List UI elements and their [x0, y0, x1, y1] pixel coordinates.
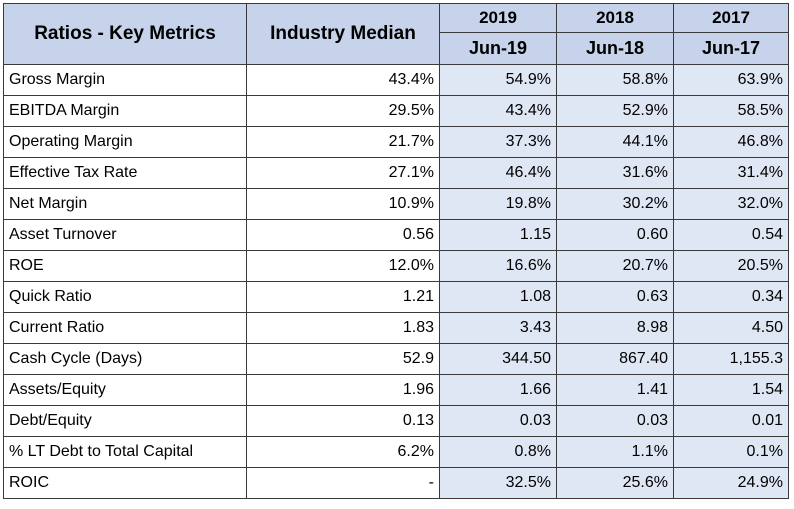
- industry-median-value: -: [246, 467, 440, 499]
- table-row: Quick Ratio 1.21 1.08 0.63 0.34: [3, 281, 789, 313]
- metric-label: EBITDA Margin: [3, 95, 247, 127]
- value-2019: 344.50: [439, 343, 557, 375]
- table-row: Net Margin 10.9% 19.8% 30.2% 32.0%: [3, 188, 789, 220]
- value-2019: 19.8%: [439, 188, 557, 220]
- industry-median-value: 21.7%: [246, 126, 440, 158]
- value-2017: 20.5%: [673, 250, 789, 282]
- year-header-2017: 2017: [673, 3, 789, 33]
- period-header-jun-18: Jun-18: [556, 32, 674, 65]
- industry-median-column-header: Industry Median: [246, 3, 440, 65]
- industry-median-value: 1.21: [246, 281, 440, 313]
- value-2017: 31.4%: [673, 157, 789, 189]
- table-row: Debt/Equity 0.13 0.03 0.03 0.01: [3, 405, 789, 437]
- industry-median-value: 27.1%: [246, 157, 440, 189]
- metric-label: Debt/Equity: [3, 405, 247, 437]
- table-row: Operating Margin 21.7% 37.3% 44.1% 46.8%: [3, 126, 789, 158]
- value-2019: 54.9%: [439, 64, 557, 96]
- period-header-jun-19: Jun-19: [439, 32, 557, 65]
- value-2018: 31.6%: [556, 157, 674, 189]
- value-2018: 58.8%: [556, 64, 674, 96]
- metric-label: Operating Margin: [3, 126, 247, 158]
- value-2018: 1.41: [556, 374, 674, 406]
- industry-median-value: 1.96: [246, 374, 440, 406]
- table-row: Gross Margin 43.4% 54.9% 58.8% 63.9%: [3, 64, 789, 96]
- header-row-years: Ratios - Key Metrics Industry Median 201…: [3, 3, 789, 65]
- value-2019: 32.5%: [439, 467, 557, 499]
- period-header-jun-17: Jun-17: [673, 32, 789, 65]
- table-row: ROIC -32.5% 25.6% 24.9%: [3, 467, 789, 499]
- metric-label: % LT Debt to Total Capital: [3, 436, 247, 468]
- table-row: Effective Tax Rate 27.1% 46.4% 31.6% 31.4%: [3, 157, 789, 189]
- value-2018: 0.60: [556, 219, 674, 251]
- value-2018: 20.7%: [556, 250, 674, 282]
- value-2018: 30.2%: [556, 188, 674, 220]
- industry-median-value: 10.9%: [246, 188, 440, 220]
- value-2017: 63.9%: [673, 64, 789, 96]
- value-2019: 46.4%: [439, 157, 557, 189]
- metrics-column-header: Ratios - Key Metrics: [3, 3, 247, 65]
- value-2017: 24.9%: [673, 467, 789, 499]
- value-2019: 0.8%: [439, 436, 557, 468]
- value-2017: 1.54: [673, 374, 789, 406]
- industry-median-value: 6.2%: [246, 436, 440, 468]
- value-2017: 0.34: [673, 281, 789, 313]
- value-2019: 0.03: [439, 405, 557, 437]
- metric-label: Net Margin: [3, 188, 247, 220]
- industry-median-value: 43.4%: [246, 64, 440, 96]
- metric-label: Quick Ratio: [3, 281, 247, 313]
- value-2018: 44.1%: [556, 126, 674, 158]
- value-2019: 3.43: [439, 312, 557, 344]
- value-2019: 1.66: [439, 374, 557, 406]
- value-2018: 0.03: [556, 405, 674, 437]
- table-row: Assets/Equity 1.96 1.66 1.41 1.54: [3, 374, 789, 406]
- key-metrics-table: Ratios - Key Metrics Industry Median 201…: [3, 3, 789, 499]
- industry-median-value: 29.5%: [246, 95, 440, 127]
- table-row: Current Ratio 1.83 3.43 8.98 4.50: [3, 312, 789, 344]
- metric-label: Gross Margin: [3, 64, 247, 96]
- value-2019: 1.08: [439, 281, 557, 313]
- metric-label: Asset Turnover: [3, 219, 247, 251]
- table-row: ROE 12.0% 16.6% 20.7% 20.5%: [3, 250, 789, 282]
- value-2017: 0.1%: [673, 436, 789, 468]
- value-2018: 8.98: [556, 312, 674, 344]
- value-2017: 4.50: [673, 312, 789, 344]
- value-2018: 25.6%: [556, 467, 674, 499]
- metric-label: Assets/Equity: [3, 374, 247, 406]
- industry-median-value: 0.13: [246, 405, 440, 437]
- header-row-periods: Jun-19 Jun-18 Jun-17: [4, 32, 789, 65]
- year-header-2019: 2019: [439, 3, 557, 33]
- table-row: EBITDA Margin 29.5% 43.4% 52.9% 58.5%: [3, 95, 789, 127]
- industry-median-value: 12.0%: [246, 250, 440, 282]
- value-2018: 1.1%: [556, 436, 674, 468]
- value-2019: 1.15: [439, 219, 557, 251]
- value-2017: 32.0%: [673, 188, 789, 220]
- value-2019: 37.3%: [439, 126, 557, 158]
- value-2018: 52.9%: [556, 95, 674, 127]
- value-2017: 0.01: [673, 405, 789, 437]
- table-row: Cash Cycle (Days) 52.9 344.50 867.40 1,155.3: [3, 343, 789, 375]
- industry-median-value: 52.9: [246, 343, 440, 375]
- metric-label: Effective Tax Rate: [3, 157, 247, 189]
- metrics-table-body: Gross Margin 43.4% 54.9% 58.8% 63.9% EBITDA M…: [3, 64, 789, 499]
- metric-label: Current Ratio: [3, 312, 247, 344]
- metric-label: Cash Cycle (Days): [3, 343, 247, 375]
- value-2017: 0.54: [673, 219, 789, 251]
- value-2018: 867.40: [556, 343, 674, 375]
- value-2019: 16.6%: [439, 250, 557, 282]
- metric-label: ROE: [3, 250, 247, 282]
- industry-median-value: 1.83: [246, 312, 440, 344]
- industry-median-value: 0.56: [246, 219, 440, 251]
- year-header-2018: 2018: [556, 3, 674, 33]
- value-2019: 43.4%: [439, 95, 557, 127]
- value-2017: 58.5%: [673, 95, 789, 127]
- table-row: Asset Turnover 0.56 1.15 0.60 0.54: [3, 219, 789, 251]
- metric-label: ROIC: [3, 467, 247, 499]
- table-row: % LT Debt to Total Capital 6.2% 0.8% 1.1% 0.…: [3, 436, 789, 468]
- value-2018: 0.63: [556, 281, 674, 313]
- value-2017: 1,155.3: [673, 343, 789, 375]
- value-2017: 46.8%: [673, 126, 789, 158]
